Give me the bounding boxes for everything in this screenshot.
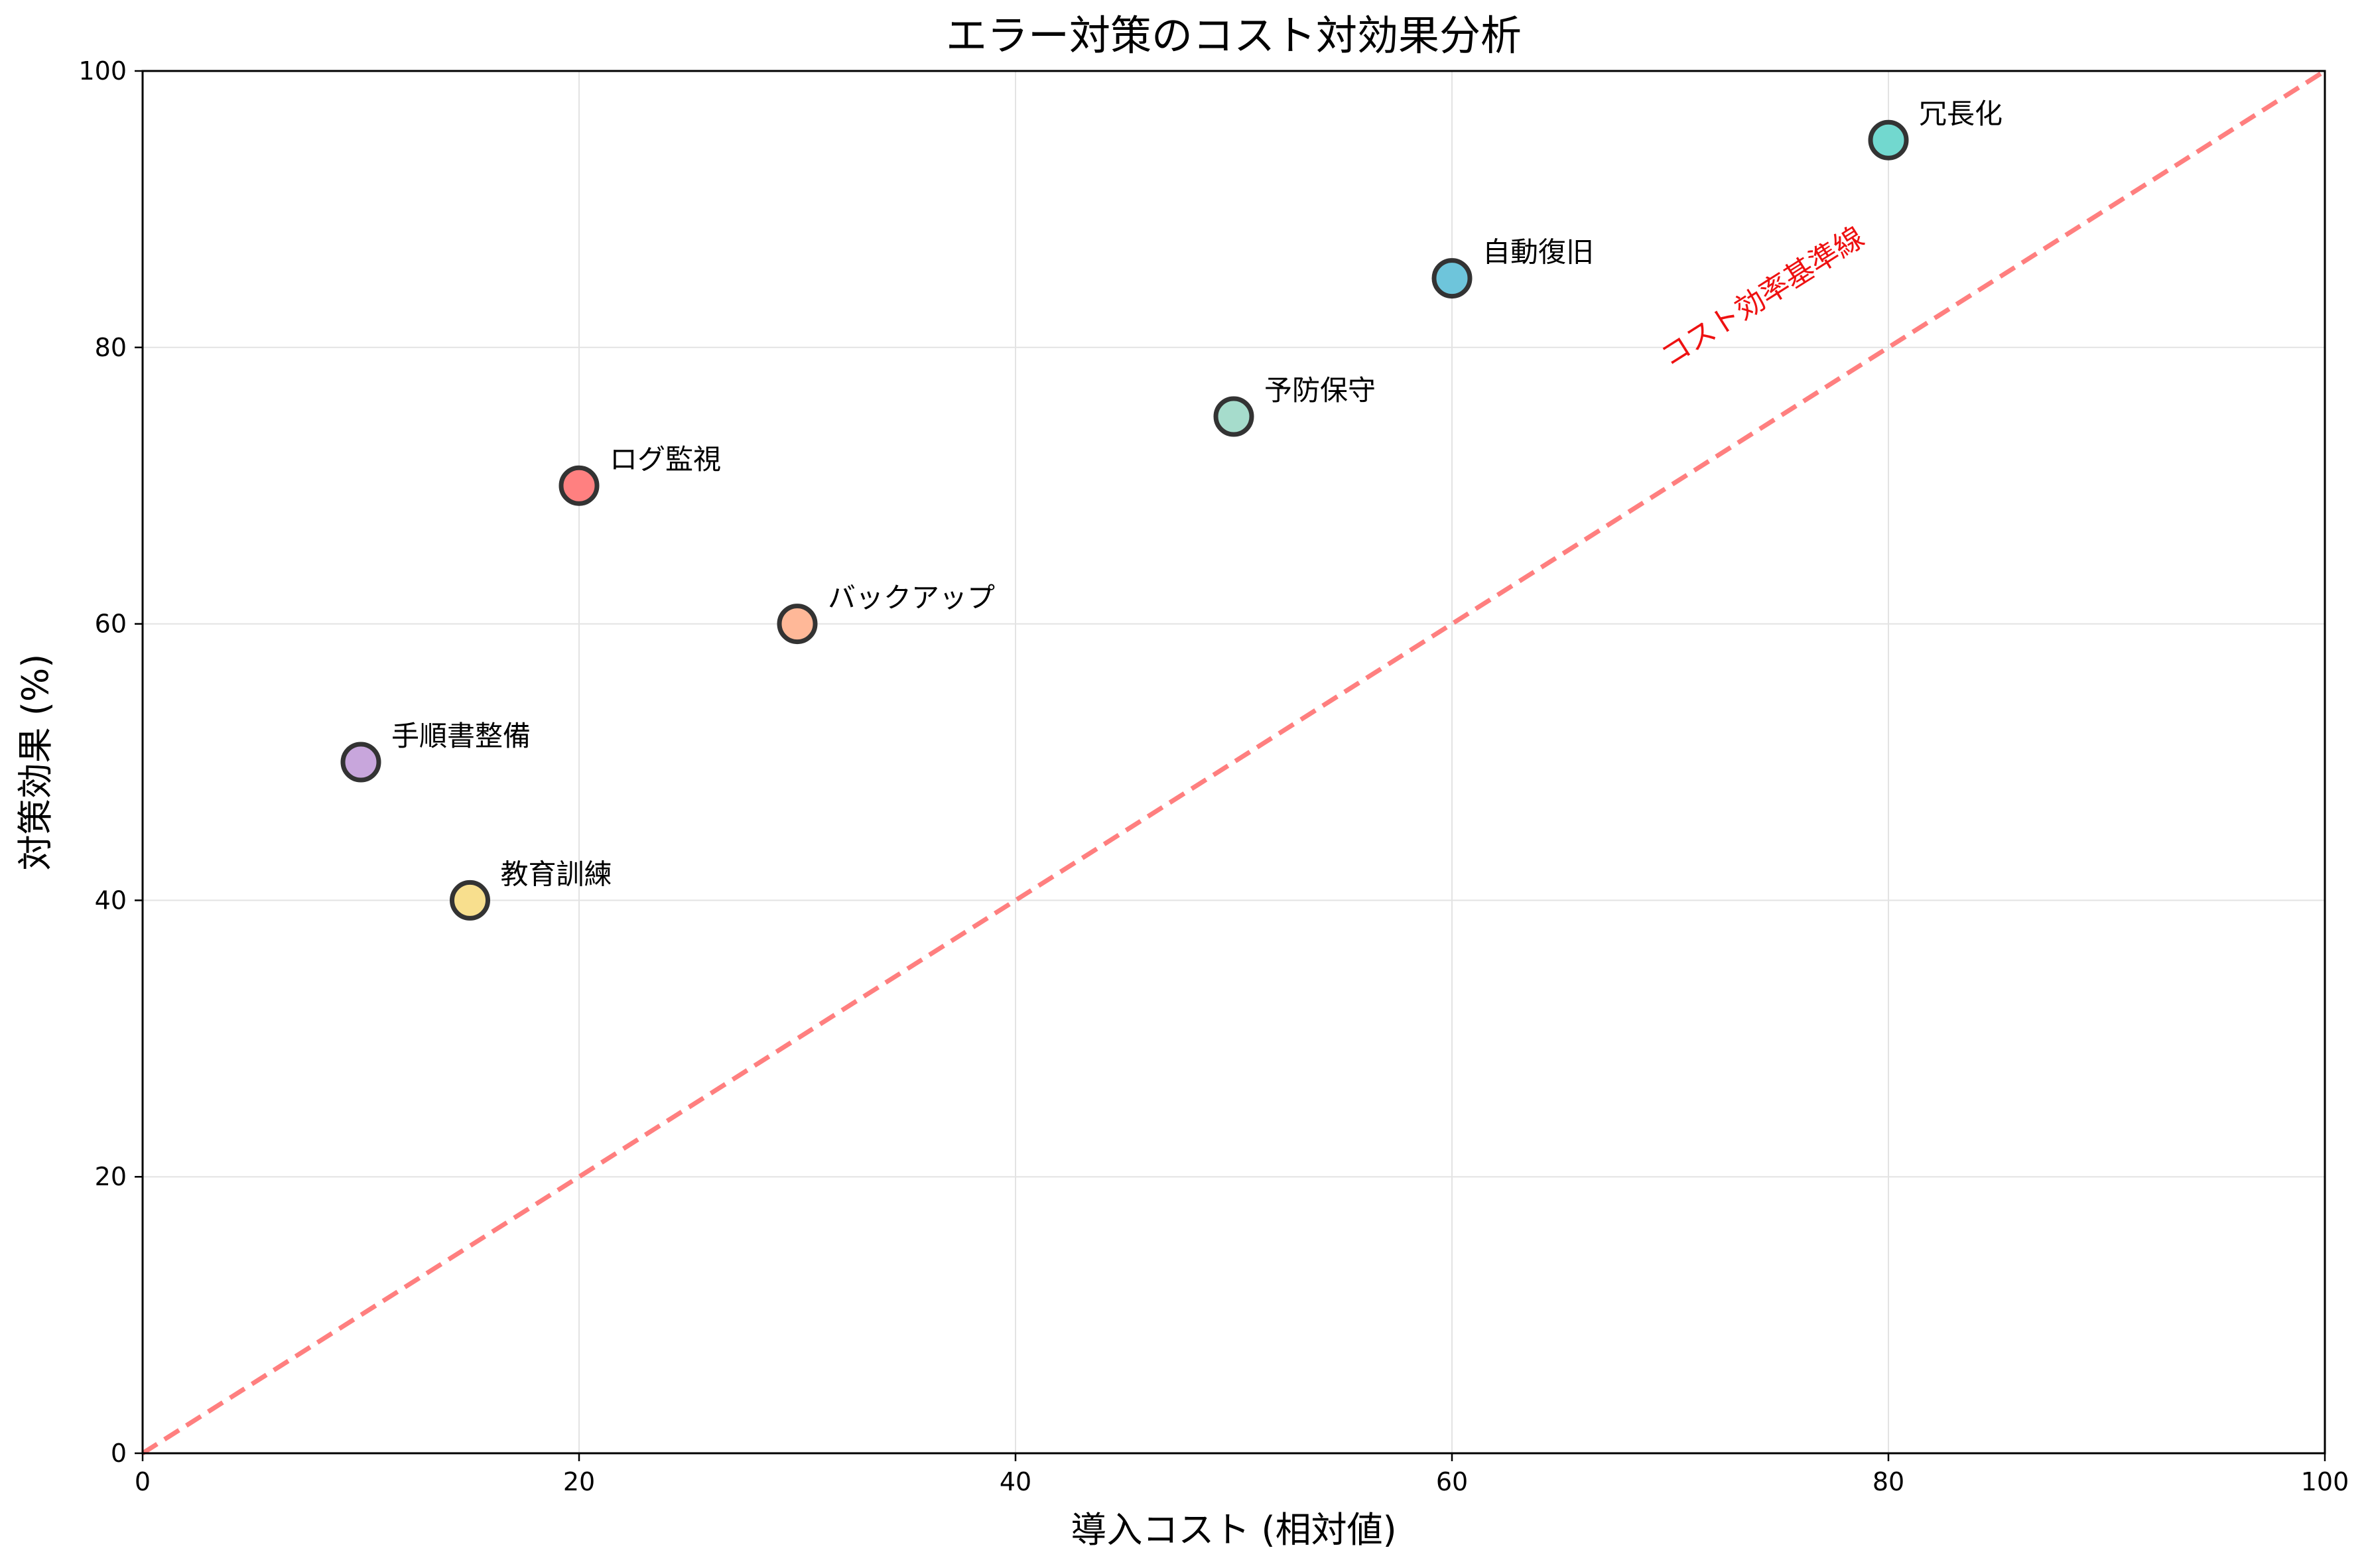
x-tick-label: 40 <box>1000 1467 1031 1496</box>
plot-frame <box>141 70 2326 1455</box>
y-tick-label: 100 <box>78 56 127 86</box>
x-tick-label: 0 <box>135 1467 151 1496</box>
y-tick-label: 80 <box>95 333 127 362</box>
x-axis-label: 導入コスト (相対値) <box>1071 1509 1396 1551</box>
data-point-label: ログ監視 <box>610 443 721 476</box>
data-point-label: 予防保守 <box>1264 374 1376 407</box>
grid-lines <box>143 71 2325 1453</box>
y-axis-label: 対策効果 (%) <box>15 654 56 871</box>
reference-line-label: コスト効率基準線 <box>1655 220 1871 373</box>
data-point-label: 手順書整備 <box>391 720 531 752</box>
data-point <box>777 604 818 645</box>
data-point-label: バックアップ <box>828 582 995 614</box>
data-point <box>1431 258 1473 299</box>
data-point-label: 教育訓練 <box>501 858 612 890</box>
data-point-label: 冗長化 <box>1919 98 2003 130</box>
y-tick-label: 60 <box>95 610 127 639</box>
data-point-label: 自動復旧 <box>1482 236 1594 269</box>
data-point <box>559 465 600 506</box>
data-point <box>340 742 381 783</box>
chart-title: エラー対策のコスト対効果分析 <box>946 11 1522 60</box>
y-tick-label: 20 <box>95 1162 127 1191</box>
y-tick-label: 0 <box>111 1439 127 1468</box>
reference-line-group: コスト効率基準線 <box>141 69 2326 1455</box>
x-tick-label: 60 <box>1436 1467 1468 1496</box>
y-tick-label: 40 <box>95 885 127 915</box>
reference-line <box>141 69 2326 1455</box>
x-tick-label: 100 <box>2301 1467 2349 1496</box>
data-point <box>450 880 490 921</box>
x-tick-label: 20 <box>563 1467 595 1496</box>
x-tick-label: 80 <box>1873 1467 1904 1496</box>
axis-ticks: 0 20 40 60 80 100 0 20 40 60 80 100 <box>78 56 2349 1496</box>
data-point <box>1213 396 1254 437</box>
data-point <box>1868 119 1909 161</box>
